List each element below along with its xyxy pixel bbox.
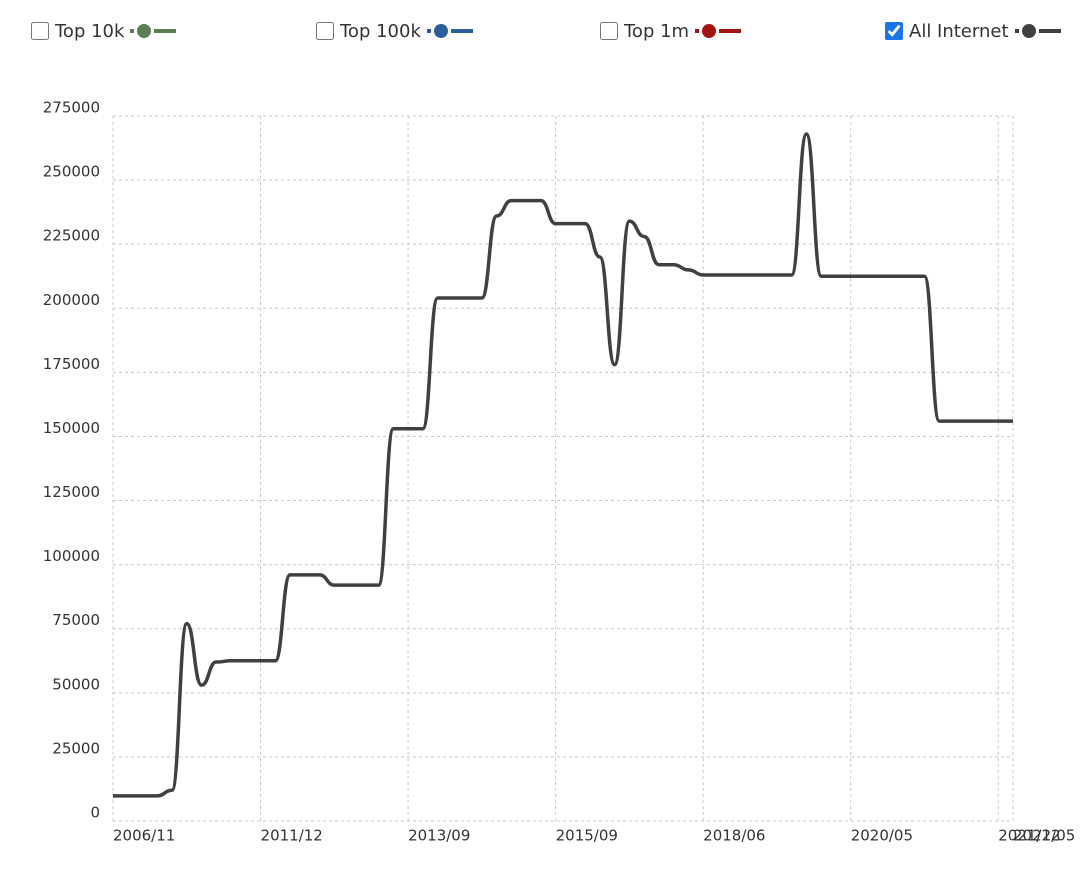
- legend-item[interactable]: Top 100k: [316, 18, 473, 44]
- legend-marker-dot: [130, 29, 135, 33]
- legend-checkbox[interactable]: [31, 22, 49, 40]
- legend-item[interactable]: All Internet: [885, 18, 1061, 44]
- legend-marker-dot: [426, 29, 431, 33]
- legend: Top 10k Top 100k Top 1m All Internet: [0, 0, 1089, 60]
- y-tick-label: 175000: [43, 355, 100, 373]
- y-tick-label: 150000: [43, 419, 100, 437]
- legend-item[interactable]: Top 1m: [600, 18, 742, 44]
- legend-marker-circle: [433, 24, 448, 38]
- legend-marker-circle: [702, 24, 717, 38]
- legend-item[interactable]: Top 10k: [31, 18, 177, 44]
- series-line: [113, 132, 1013, 798]
- y-tick-label: 0: [90, 804, 100, 822]
- legend-label[interactable]: Top 10k: [55, 20, 125, 42]
- y-tick-label: 50000: [52, 675, 100, 693]
- y-tick-label: 250000: [43, 163, 100, 181]
- y-tick-label: 125000: [43, 483, 100, 501]
- x-tick-label: 2018/06: [703, 827, 765, 845]
- legend-marker: [1014, 24, 1061, 38]
- y-tick-label: 75000: [52, 611, 100, 629]
- legend-marker: [695, 24, 742, 38]
- x-tick-label: 2013/09: [408, 827, 470, 845]
- x-tick-label: 2021/12: [998, 827, 1060, 845]
- x-tick-label: 2020/05: [851, 827, 913, 845]
- y-tick-label: 25000: [52, 739, 100, 757]
- legend-marker-circle: [137, 24, 152, 38]
- y-tick-label: 100000: [43, 547, 100, 565]
- legend-marker-dot: [695, 29, 700, 33]
- legend-label[interactable]: Top 1m: [624, 20, 690, 42]
- legend-marker: [426, 24, 473, 38]
- legend-marker: [130, 24, 177, 38]
- x-tick-label: 2011/12: [261, 827, 323, 845]
- y-tick-label: 225000: [43, 227, 100, 245]
- y-tick-label: 200000: [43, 291, 100, 309]
- legend-marker-dot: [1014, 29, 1019, 33]
- legend-checkbox[interactable]: [316, 22, 334, 40]
- legend-label[interactable]: Top 100k: [340, 20, 421, 42]
- legend-checkbox[interactable]: [885, 22, 903, 40]
- x-tick-label: 2006/11: [113, 827, 175, 845]
- legend-label[interactable]: All Internet: [909, 20, 1009, 42]
- x-tick-label: 2015/09: [556, 827, 618, 845]
- x-tick-label: 2022/05: [1013, 827, 1075, 845]
- y-tick-label: 275000: [43, 99, 100, 117]
- legend-checkbox[interactable]: [600, 22, 618, 40]
- legend-marker-circle: [1021, 24, 1036, 38]
